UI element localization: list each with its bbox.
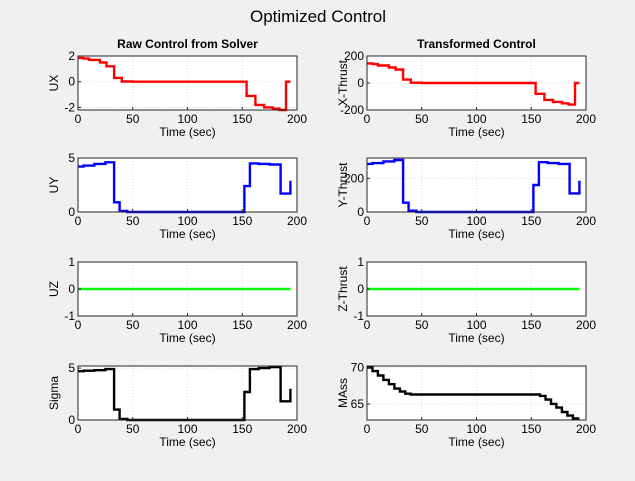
x-tick-label: 100 [466, 422, 486, 436]
x-tick-label: 50 [126, 318, 140, 332]
x-tick-label: 200 [576, 318, 596, 332]
series-line-1 [367, 366, 580, 420]
y-axis-label: UY [47, 177, 61, 194]
x-tick-label: 150 [521, 422, 541, 436]
y-tick-label: 70 [351, 360, 365, 374]
y-tick-label: 0 [357, 76, 364, 90]
y-axis-label: Y-Thrust [336, 162, 350, 208]
x-tick-label: 50 [126, 112, 140, 126]
x-tick-label: 200 [576, 112, 596, 126]
subplot-4: 0 50 100 150 200 0 200 Time (sec) Y-Thrust [336, 157, 596, 241]
x-tick-label: 50 [415, 214, 429, 228]
y-tick-label: 0 [357, 282, 364, 296]
x-tick-label: 200 [576, 422, 596, 436]
x-tick-label: 0 [75, 318, 82, 332]
x-tick-label: 0 [364, 214, 371, 228]
y-axis-label: MAss [336, 378, 350, 408]
x-tick-label: 200 [287, 112, 307, 126]
subplot-8: 0 50 100 150 200 65 70 Time (sec) MAss [336, 360, 596, 449]
x-tick-label: 0 [364, 422, 371, 436]
y-axis-label: UZ [47, 281, 61, 297]
y-axis-label: Z-Thrust [336, 266, 350, 312]
x-tick-label: 150 [232, 318, 252, 332]
x-tick-label: 50 [126, 422, 140, 436]
x-axis-label: Time (sec) [159, 125, 215, 139]
y-tick-label: -200 [340, 103, 364, 117]
x-axis-label: Time (sec) [448, 331, 504, 345]
y-tick-label: -2 [64, 100, 75, 114]
y-tick-label: -1 [64, 309, 75, 323]
x-tick-label: 0 [364, 318, 371, 332]
series-line-1 [78, 56, 291, 112]
x-tick-label: 150 [521, 214, 541, 228]
y-tick-label: 200 [344, 171, 364, 185]
y-tick-label: 0 [68, 75, 75, 89]
y-tick-label: 200 [344, 49, 364, 63]
x-axis-label: Time (sec) [448, 227, 504, 241]
x-tick-label: 150 [232, 422, 252, 436]
x-axis-label: Time (sec) [159, 435, 215, 449]
y-tick-label: 65 [351, 397, 365, 411]
y-tick-label: 5 [68, 151, 75, 165]
series-line-1 [367, 62, 580, 106]
y-tick-label: 0 [68, 413, 75, 427]
figure-title: Optimized Control [250, 7, 386, 26]
subplot-3: 0 50 100 150 200 0 5 Time (sec) UY [47, 151, 307, 241]
y-axis-label: Sigma [47, 376, 61, 410]
x-tick-label: 150 [232, 214, 252, 228]
x-tick-label: 50 [415, 318, 429, 332]
x-tick-label: 100 [177, 422, 197, 436]
x-axis-label: Time (sec) [448, 125, 504, 139]
x-tick-label: 200 [287, 214, 307, 228]
x-axis-label: Time (sec) [448, 435, 504, 449]
x-tick-label: 200 [287, 422, 307, 436]
subplot-7: 0 50 100 150 200 0 5 Time (sec) Sigma [47, 361, 307, 449]
x-tick-label: 0 [75, 422, 82, 436]
x-tick-label: 0 [75, 214, 82, 228]
y-tick-label: 0 [357, 205, 364, 219]
x-tick-label: 50 [415, 112, 429, 126]
x-tick-label: 150 [232, 112, 252, 126]
y-axis-label: UX [47, 75, 61, 92]
x-tick-label: 150 [521, 318, 541, 332]
y-tick-label: 2 [68, 49, 75, 63]
x-tick-label: 100 [466, 318, 486, 332]
x-tick-label: 50 [415, 422, 429, 436]
x-tick-label: 150 [521, 112, 541, 126]
subplot-title: Transformed Control [417, 37, 536, 51]
x-axis-label: Time (sec) [159, 331, 215, 345]
x-tick-label: 100 [177, 318, 197, 332]
x-tick-label: 0 [364, 112, 371, 126]
x-tick-label: 100 [177, 214, 197, 228]
subplot-title: Raw Control from Solver [117, 37, 258, 51]
x-tick-label: 200 [287, 318, 307, 332]
x-tick-label: 50 [126, 214, 140, 228]
x-tick-label: 0 [75, 112, 82, 126]
y-tick-label: 1 [68, 255, 75, 269]
y-tick-label: 0 [68, 282, 75, 296]
x-tick-label: 100 [466, 214, 486, 228]
y-tick-label: 0 [68, 205, 75, 219]
x-axis-label: Time (sec) [159, 227, 215, 241]
x-tick-label: 100 [466, 112, 486, 126]
x-tick-label: 100 [177, 112, 197, 126]
y-tick-label: 1 [357, 255, 364, 269]
x-tick-label: 200 [576, 214, 596, 228]
y-tick-label: 5 [68, 361, 75, 375]
y-axis-label: X-Thrust [336, 59, 350, 106]
y-tick-label: -1 [353, 309, 364, 323]
